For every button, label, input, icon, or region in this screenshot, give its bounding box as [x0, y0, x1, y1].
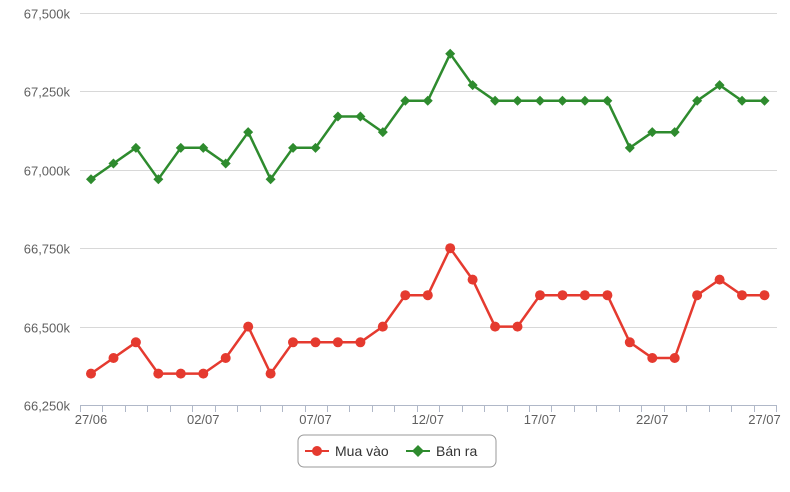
data-point[interactable]: [130, 142, 141, 153]
data-point[interactable]: [467, 80, 478, 91]
x-tick-label: 02/07: [187, 412, 220, 427]
legend-item-mua-vao[interactable]: Mua vào: [305, 443, 389, 459]
x-tick-label: 12/07: [411, 412, 444, 427]
data-point[interactable]: [669, 127, 680, 138]
data-point[interactable]: [445, 48, 456, 59]
data-point[interactable]: [400, 95, 411, 106]
data-point[interactable]: [355, 111, 366, 122]
data-point[interactable]: [445, 243, 456, 254]
data-point[interactable]: [265, 174, 276, 185]
series-1: [86, 48, 770, 185]
data-point[interactable]: [737, 95, 748, 106]
y-tick-label: 66,250k: [24, 399, 71, 414]
x-tick-label: 07/07: [299, 412, 332, 427]
data-point[interactable]: [557, 95, 568, 106]
data-point[interactable]: [692, 290, 703, 301]
data-point[interactable]: [579, 290, 590, 301]
data-point[interactable]: [490, 95, 501, 106]
y-tick-label: 66,750k: [24, 242, 71, 257]
data-point[interactable]: [265, 368, 276, 379]
data-point[interactable]: [512, 321, 523, 332]
data-point[interactable]: [86, 368, 96, 379]
data-point[interactable]: [400, 290, 411, 301]
data-point[interactable]: [220, 158, 231, 169]
data-point[interactable]: [692, 95, 703, 106]
data-point[interactable]: [243, 127, 254, 138]
y-tick-label: 67,000k: [24, 164, 71, 179]
legend[interactable]: Mua vào Bán ra: [297, 434, 497, 468]
data-point[interactable]: [535, 290, 545, 301]
data-point[interactable]: [332, 111, 343, 122]
x-tick-label: 27/06: [75, 412, 108, 427]
data-point[interactable]: [557, 290, 568, 301]
data-point[interactable]: [624, 142, 635, 153]
data-point[interactable]: [714, 80, 725, 91]
data-point[interactable]: [355, 337, 366, 348]
data-point[interactable]: [153, 368, 164, 379]
data-point[interactable]: [377, 127, 388, 138]
y-tick-label: 67,250k: [24, 85, 71, 100]
data-point[interactable]: [512, 95, 523, 106]
data-point[interactable]: [288, 337, 298, 348]
data-point[interactable]: [669, 353, 680, 363]
x-tick-label: 22/07: [636, 412, 669, 427]
data-point[interactable]: [602, 290, 613, 301]
data-point[interactable]: [714, 274, 725, 285]
legend-box: [297, 434, 497, 468]
data-point[interactable]: [243, 321, 254, 332]
data-point[interactable]: [422, 290, 433, 301]
legend-marker-ban-ra: [412, 445, 424, 457]
data-point[interactable]: [108, 353, 119, 363]
data-point[interactable]: [220, 353, 231, 363]
data-point[interactable]: [377, 321, 388, 332]
legend-label-mua-vao: Mua vào: [335, 443, 389, 459]
series-line: [90, 52, 765, 181]
legend-item-ban-ra[interactable]: Bán ra: [406, 443, 477, 459]
data-point[interactable]: [579, 95, 590, 106]
data-point[interactable]: [198, 368, 209, 379]
series-line: [90, 246, 765, 375]
x-tick-label: 27/07: [748, 412, 781, 427]
data-point[interactable]: [332, 337, 343, 348]
grid-lines: [80, 13, 777, 328]
data-point[interactable]: [759, 290, 770, 301]
data-point[interactable]: [198, 142, 209, 153]
data-point[interactable]: [624, 337, 635, 348]
legend-marker-mua-vao: [312, 446, 322, 456]
data-point[interactable]: [490, 321, 501, 332]
y-tick-label: 66,500k: [24, 321, 71, 336]
data-point[interactable]: [86, 174, 96, 185]
data-point[interactable]: [422, 95, 433, 106]
x-axis: 27/06 02/07 07/07 12/07 17/07 22/07 27/07: [75, 405, 781, 427]
y-axis-tick-labels: 66,250k 66,500k 66,750k 67,000k 67,250k 67,50…: [24, 7, 71, 414]
x-tick-label: 17/07: [524, 412, 557, 427]
data-point[interactable]: [602, 95, 613, 106]
data-point[interactable]: [737, 290, 747, 301]
y-tick-label: 67,500k: [24, 7, 71, 22]
data-point[interactable]: [310, 142, 321, 153]
data-point[interactable]: [310, 337, 321, 348]
data-point[interactable]: [153, 174, 164, 185]
legend-label-ban-ra: Bán ra: [436, 443, 477, 459]
data-point[interactable]: [535, 95, 545, 106]
data-point[interactable]: [108, 158, 119, 169]
data-point[interactable]: [130, 337, 141, 348]
data-point[interactable]: [647, 127, 658, 138]
data-point[interactable]: [759, 95, 770, 106]
series-0: [86, 243, 770, 379]
data-point[interactable]: [647, 353, 658, 363]
data-point[interactable]: [175, 142, 186, 153]
data-point[interactable]: [175, 368, 186, 379]
data-point[interactable]: [467, 274, 478, 285]
series-lines: [86, 48, 770, 379]
data-point[interactable]: [288, 142, 299, 153]
